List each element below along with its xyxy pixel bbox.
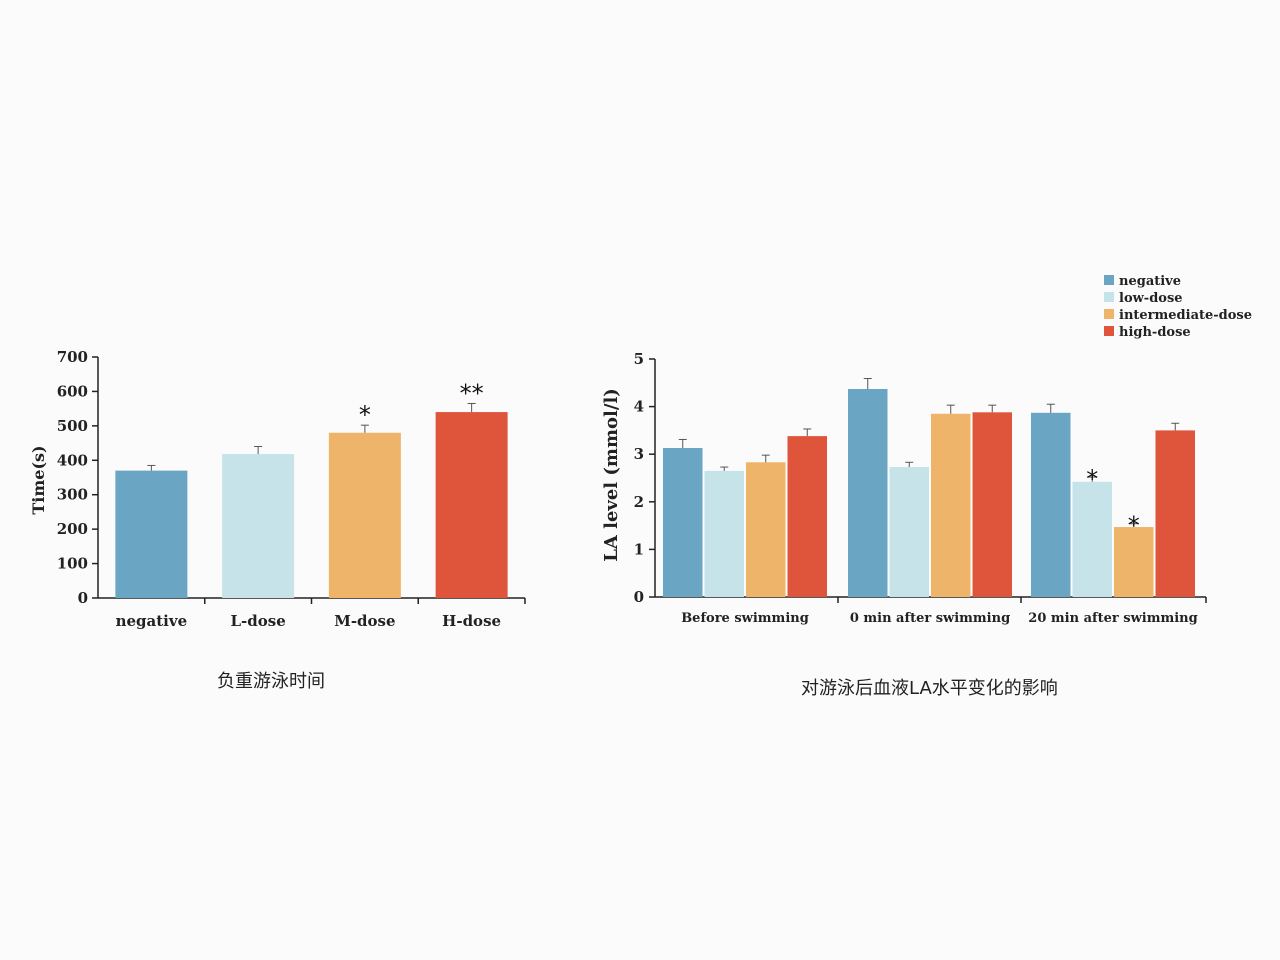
bar-intermediate-dose <box>1114 527 1154 597</box>
y-axis-label: LA level (mmol/l) <box>601 388 622 562</box>
y-tick-label: 1 <box>634 540 644 558</box>
bar-intermediate-dose <box>931 413 971 597</box>
legend-label-negative: negative <box>1119 274 1181 289</box>
bar-negative <box>663 448 703 597</box>
y-tick-label: 200 <box>57 520 88 538</box>
bar-low-dose <box>704 470 744 597</box>
bar-low-dose <box>889 467 929 597</box>
y-tick-label: 4 <box>634 398 644 416</box>
error-bars <box>147 402 476 471</box>
bar-l-dose <box>222 454 295 598</box>
x-tick-label: Before swimming <box>681 611 809 626</box>
x-tick-label: 20 min after swimming <box>1028 611 1197 626</box>
y-tick-label: 2 <box>634 493 644 511</box>
chart-caption-la-level: 对游泳后血液LA水平变化的影响 <box>801 678 1058 699</box>
y-ticks: 0 100 200 300 400 500 600 700 <box>57 348 98 607</box>
la-level-chart: LA level (mmol/l) negative low-dose interm… <box>601 274 1252 626</box>
legend-swatch-negative <box>1104 275 1114 285</box>
significance-star: * <box>359 401 371 429</box>
y-tick-label: 0 <box>78 589 88 607</box>
x-tick-label: 0 min after swimming <box>850 611 1010 626</box>
x-tick-labels: negative L-dose M-dose H-dose <box>116 612 501 630</box>
chart-caption-swim-time: 负重游泳时间 <box>217 671 325 692</box>
significance-star: ** <box>460 379 484 407</box>
x-tick-labels: Before swimming 0 min after swimming 20 mi… <box>681 611 1198 626</box>
bar-high-dose <box>972 412 1012 597</box>
y-tick-label: 700 <box>57 348 88 366</box>
y-tick-label: 300 <box>57 486 88 504</box>
y-tick-label: 500 <box>57 417 88 435</box>
bars <box>115 412 508 598</box>
legend-label-high-dose: high-dose <box>1119 325 1191 340</box>
legend-swatch-intermediate-dose <box>1104 309 1114 319</box>
significance-star: * <box>1128 512 1140 540</box>
bar-m-dose <box>328 432 401 598</box>
bars <box>663 388 1195 597</box>
y-tick-label: 100 <box>57 555 88 573</box>
significance-marks: ** <box>1086 465 1140 540</box>
y-tick-label: 3 <box>634 445 644 463</box>
legend: negative low-dose intermediate-dose high-do… <box>1104 274 1252 340</box>
bar-high-dose <box>1155 430 1195 597</box>
y-tick-label: 0 <box>634 588 644 606</box>
bar-h-dose <box>435 412 508 598</box>
significance-star: * <box>1086 465 1098 493</box>
x-tick-label: negative <box>116 612 188 630</box>
legend-label-low-dose: low-dose <box>1119 291 1183 306</box>
bar-intermediate-dose <box>746 462 786 597</box>
legend-swatch-high-dose <box>1104 326 1114 336</box>
x-tick-label: L-dose <box>230 612 285 630</box>
legend-label-intermediate-dose: intermediate-dose <box>1119 308 1252 323</box>
error-bars <box>678 378 1180 528</box>
bar-high-dose <box>787 436 827 597</box>
bar-low-dose <box>1072 481 1112 597</box>
bar-negative <box>1031 412 1071 597</box>
bar-negative <box>115 470 188 598</box>
x-tick-label: M-dose <box>334 612 395 630</box>
x-tick-label: H-dose <box>442 612 501 630</box>
legend-swatch-low-dose <box>1104 292 1114 302</box>
bar-negative <box>848 388 888 597</box>
y-ticks: 0 1 2 3 4 5 <box>634 350 655 606</box>
y-tick-label: 400 <box>57 451 88 469</box>
y-axis-label: Time(s) <box>29 445 48 514</box>
y-tick-label: 600 <box>57 382 88 400</box>
y-tick-label: 5 <box>634 350 644 368</box>
significance-marks: *** <box>359 379 484 429</box>
